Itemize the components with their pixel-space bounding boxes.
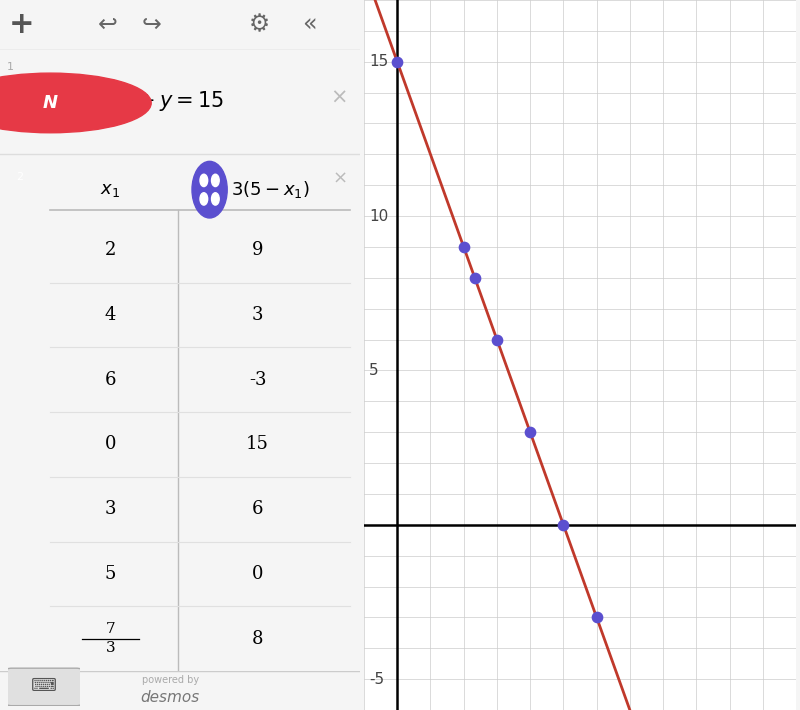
Text: 10: 10 <box>369 209 388 224</box>
Text: ×: × <box>332 169 347 187</box>
Point <box>490 334 503 345</box>
Circle shape <box>200 174 208 187</box>
Text: ⌨: ⌨ <box>31 677 57 695</box>
Text: desmos: desmos <box>141 690 200 705</box>
Point <box>557 519 570 530</box>
Text: ⚙: ⚙ <box>249 12 270 36</box>
Circle shape <box>200 192 208 205</box>
Text: -5: -5 <box>369 672 384 687</box>
Point <box>524 427 537 438</box>
Text: 6: 6 <box>252 500 263 518</box>
Text: 3: 3 <box>17 677 23 687</box>
Text: 5: 5 <box>369 363 378 378</box>
Text: 5: 5 <box>105 565 116 583</box>
Text: -3: -3 <box>249 371 266 389</box>
Text: N: N <box>43 94 58 112</box>
Text: 3: 3 <box>105 500 116 518</box>
Text: 4: 4 <box>105 306 116 324</box>
Circle shape <box>211 192 219 205</box>
Text: ×: × <box>330 87 347 108</box>
Text: 3: 3 <box>106 641 115 655</box>
Text: powered by: powered by <box>142 675 198 685</box>
Point <box>468 272 481 283</box>
Text: +: + <box>9 11 34 39</box>
Text: $3x + y = 15$: $3x + y = 15$ <box>108 89 224 113</box>
Text: 0: 0 <box>105 435 116 454</box>
Text: ⊕: ⊕ <box>34 679 53 699</box>
Text: 2: 2 <box>105 241 116 259</box>
Text: $x_1$: $x_1$ <box>101 180 120 199</box>
Text: ↪: ↪ <box>142 13 161 37</box>
FancyBboxPatch shape <box>6 668 82 706</box>
Circle shape <box>192 161 227 218</box>
Point <box>590 612 603 623</box>
Text: 0: 0 <box>252 565 263 583</box>
Text: 8: 8 <box>252 630 263 648</box>
Text: 6: 6 <box>105 371 116 389</box>
Circle shape <box>211 174 219 187</box>
Text: ↩: ↩ <box>98 13 118 37</box>
Text: 9: 9 <box>252 241 263 259</box>
Circle shape <box>0 73 151 133</box>
Text: 15: 15 <box>246 435 269 454</box>
Text: «: « <box>302 13 317 37</box>
Point <box>391 56 404 67</box>
Text: 2: 2 <box>17 172 23 182</box>
Point <box>458 241 470 253</box>
Text: $3(5 - x_1)$: $3(5 - x_1)$ <box>231 179 310 200</box>
Text: 15: 15 <box>369 54 388 70</box>
Text: 1: 1 <box>7 62 14 72</box>
Text: 3: 3 <box>252 306 263 324</box>
Text: 7: 7 <box>106 622 115 636</box>
